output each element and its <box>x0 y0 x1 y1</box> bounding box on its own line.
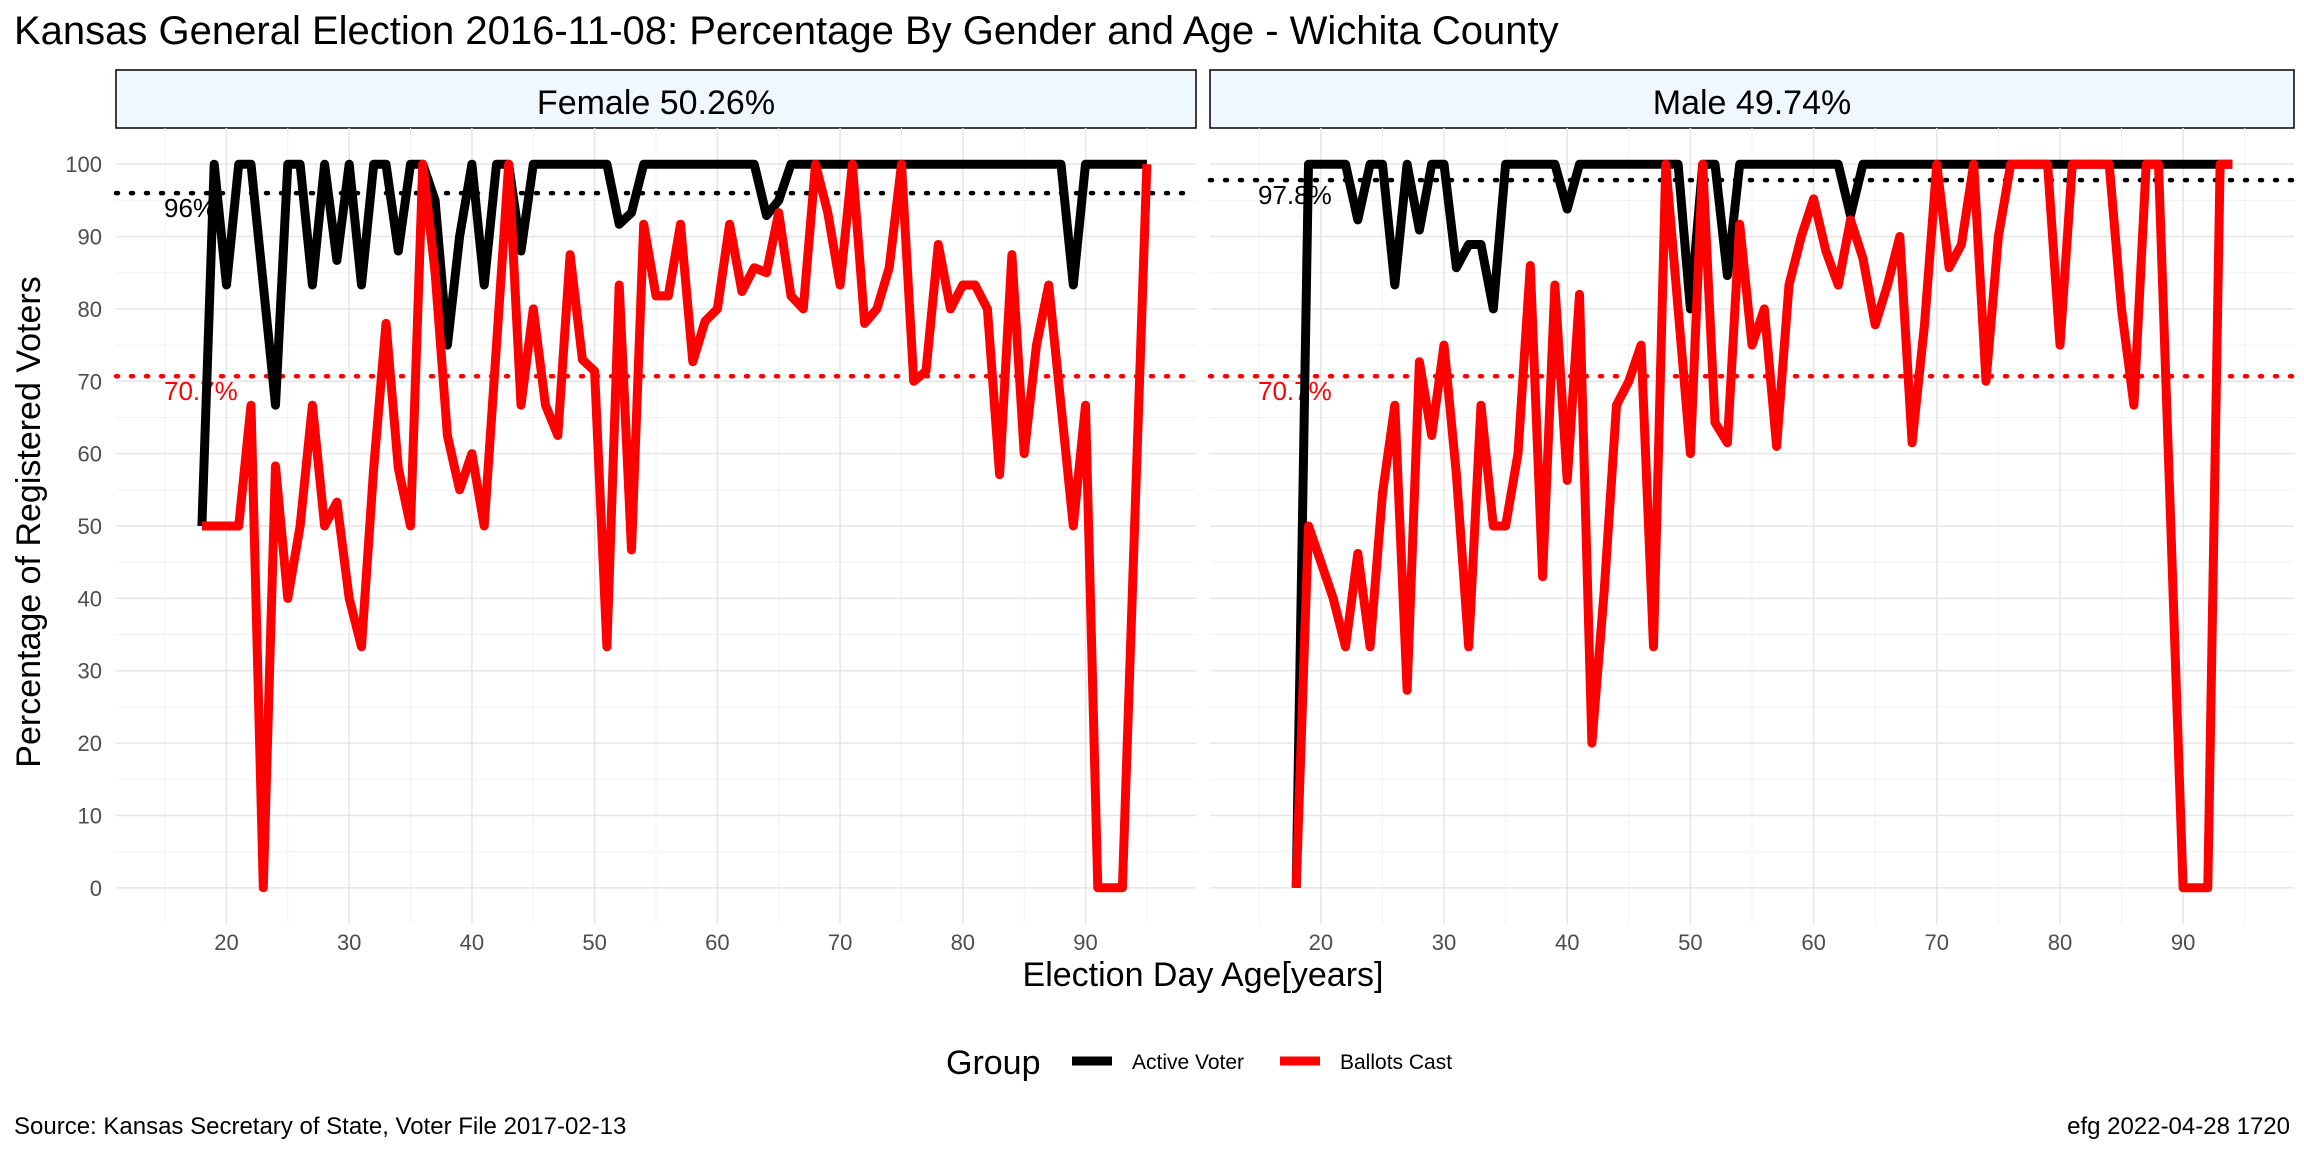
reference-label-ballots-male: 70.7% <box>1258 376 1332 406</box>
y-tick-label: 70 <box>78 369 102 394</box>
y-tick-label: 10 <box>78 803 102 828</box>
legend-label-active-voter: Active Voter <box>1132 1051 1244 1074</box>
x-tick-label-female: 70 <box>828 930 852 955</box>
x-tick-label-female: 80 <box>951 930 975 955</box>
reference-label-active-female: 96% <box>164 193 216 223</box>
legend-label-ballots-cast: Ballots Cast <box>1340 1051 1452 1074</box>
x-tick-label-male: 50 <box>1678 930 1702 955</box>
x-tick-label-female: 20 <box>214 930 238 955</box>
reference-label-active-male: 97.8% <box>1258 180 1332 210</box>
y-axis-label: Percentage of Registered Voters <box>10 276 48 767</box>
y-tick-label: 40 <box>78 586 102 611</box>
x-tick-label-male: 80 <box>2048 930 2072 955</box>
y-tick-label: 80 <box>78 297 102 322</box>
y-tick-label: 20 <box>78 731 102 756</box>
y-tick-label: 0 <box>90 876 102 901</box>
x-tick-label-male: 90 <box>2171 930 2195 955</box>
x-tick-label-male: 30 <box>1432 930 1456 955</box>
strip-male-box <box>1209 69 2295 129</box>
x-tick-label-male: 60 <box>1801 930 1825 955</box>
x-axis-label: Election Day Age[years] <box>1023 956 1384 994</box>
chart-title: Kansas General Election 2016-11-08: Perc… <box>14 9 1559 53</box>
x-tick-label-male: 70 <box>1925 930 1949 955</box>
x-tick-label-male: 20 <box>1309 930 1333 955</box>
strip-male-label: Male 49.74% <box>1653 84 1851 122</box>
y-tick-label: 90 <box>78 225 102 250</box>
x-tick-label-female: 90 <box>1073 930 1097 955</box>
x-tick-label-male: 40 <box>1555 930 1579 955</box>
panel-female: Female 50.26% 0 10 20 30 40 50 60 70 80 90 100 20 30… <box>65 69 1199 955</box>
x-tick-label-female: 50 <box>582 930 606 955</box>
x-tick-label-female: 60 <box>705 930 729 955</box>
y-tick-label: 100 <box>65 152 102 177</box>
reference-label-ballots-female: 70.7% <box>164 376 238 406</box>
series-line-active-voter-female <box>197 159 1147 527</box>
x-tick-label-female: 30 <box>337 930 361 955</box>
source-caption: Source: Kansas Secretary of State, Voter… <box>14 1113 626 1140</box>
x-tick-label-female: 40 <box>460 930 484 955</box>
panel-male: Male 49.74% 20 30 40 50 60 70 80 90 97.8% 70.7% <box>1207 69 2297 955</box>
y-tick-label: 30 <box>78 659 102 684</box>
legend-title: Group <box>946 1044 1041 1082</box>
legend: Group Active Voter Ballots Cast <box>946 1044 1452 1082</box>
credit-caption: efg 2022-04-28 1720 <box>2067 1113 2290 1140</box>
series-line-ballots-cast-female <box>201 159 1152 893</box>
strip-female-label: Female 50.26% <box>537 84 775 122</box>
strip-female-box <box>115 69 1197 129</box>
y-tick-label: 60 <box>78 442 102 467</box>
series-line-ballots-cast-male <box>1291 159 2233 893</box>
y-tick-label: 50 <box>78 514 102 539</box>
